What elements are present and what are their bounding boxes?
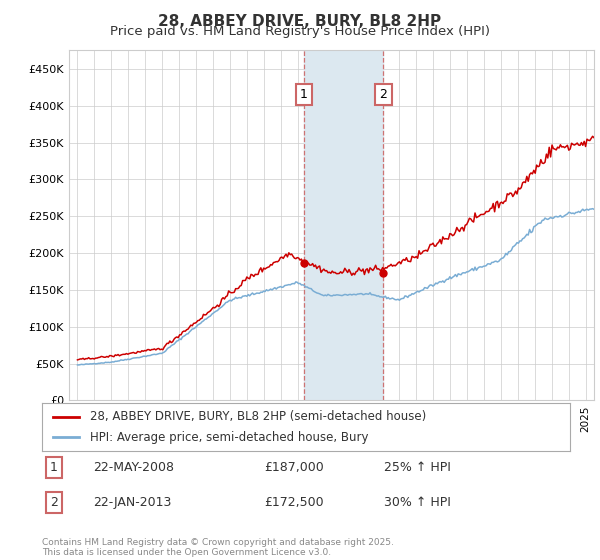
Text: Price paid vs. HM Land Registry's House Price Index (HPI): Price paid vs. HM Land Registry's House … bbox=[110, 25, 490, 38]
Text: 28, ABBEY DRIVE, BURY, BL8 2HP (semi-detached house): 28, ABBEY DRIVE, BURY, BL8 2HP (semi-det… bbox=[89, 410, 426, 423]
Text: £172,500: £172,500 bbox=[264, 496, 323, 509]
Text: 28, ABBEY DRIVE, BURY, BL8 2HP: 28, ABBEY DRIVE, BURY, BL8 2HP bbox=[158, 14, 442, 29]
Text: 2: 2 bbox=[379, 88, 387, 101]
Text: 1: 1 bbox=[300, 88, 308, 101]
Bar bbox=[304, 50, 383, 400]
Text: 30% ↑ HPI: 30% ↑ HPI bbox=[384, 496, 451, 509]
Text: 1: 1 bbox=[50, 461, 58, 474]
Text: £187,000: £187,000 bbox=[264, 461, 324, 474]
Text: Contains HM Land Registry data © Crown copyright and database right 2025.
This d: Contains HM Land Registry data © Crown c… bbox=[42, 538, 394, 557]
Text: 2: 2 bbox=[50, 496, 58, 509]
Text: 22-JAN-2013: 22-JAN-2013 bbox=[93, 496, 172, 509]
Text: 25% ↑ HPI: 25% ↑ HPI bbox=[384, 461, 451, 474]
Text: 22-MAY-2008: 22-MAY-2008 bbox=[93, 461, 174, 474]
Text: HPI: Average price, semi-detached house, Bury: HPI: Average price, semi-detached house,… bbox=[89, 431, 368, 444]
